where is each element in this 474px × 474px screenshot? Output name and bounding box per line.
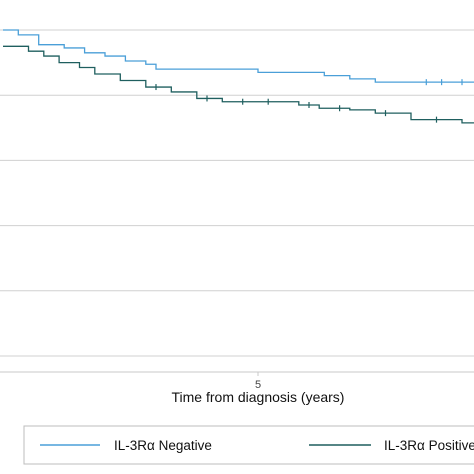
x-axis-title: Time from diagnosis (years): [172, 389, 345, 405]
legend: IL-3Rα Negative IL-3Rα Positive: [23, 425, 474, 465]
legend-label-negative: IL-3Rα Negative: [114, 438, 212, 453]
legend-label-positive: IL-3Rα Positive: [384, 438, 474, 453]
series-line-negative: [3, 29, 474, 83]
series-line-positive: [3, 45, 474, 124]
gridlines: [0, 29, 474, 357]
x-axis: 51015: [0, 371, 474, 391]
series-layer: [3, 29, 474, 124]
x-tick-label: 5: [255, 379, 261, 391]
